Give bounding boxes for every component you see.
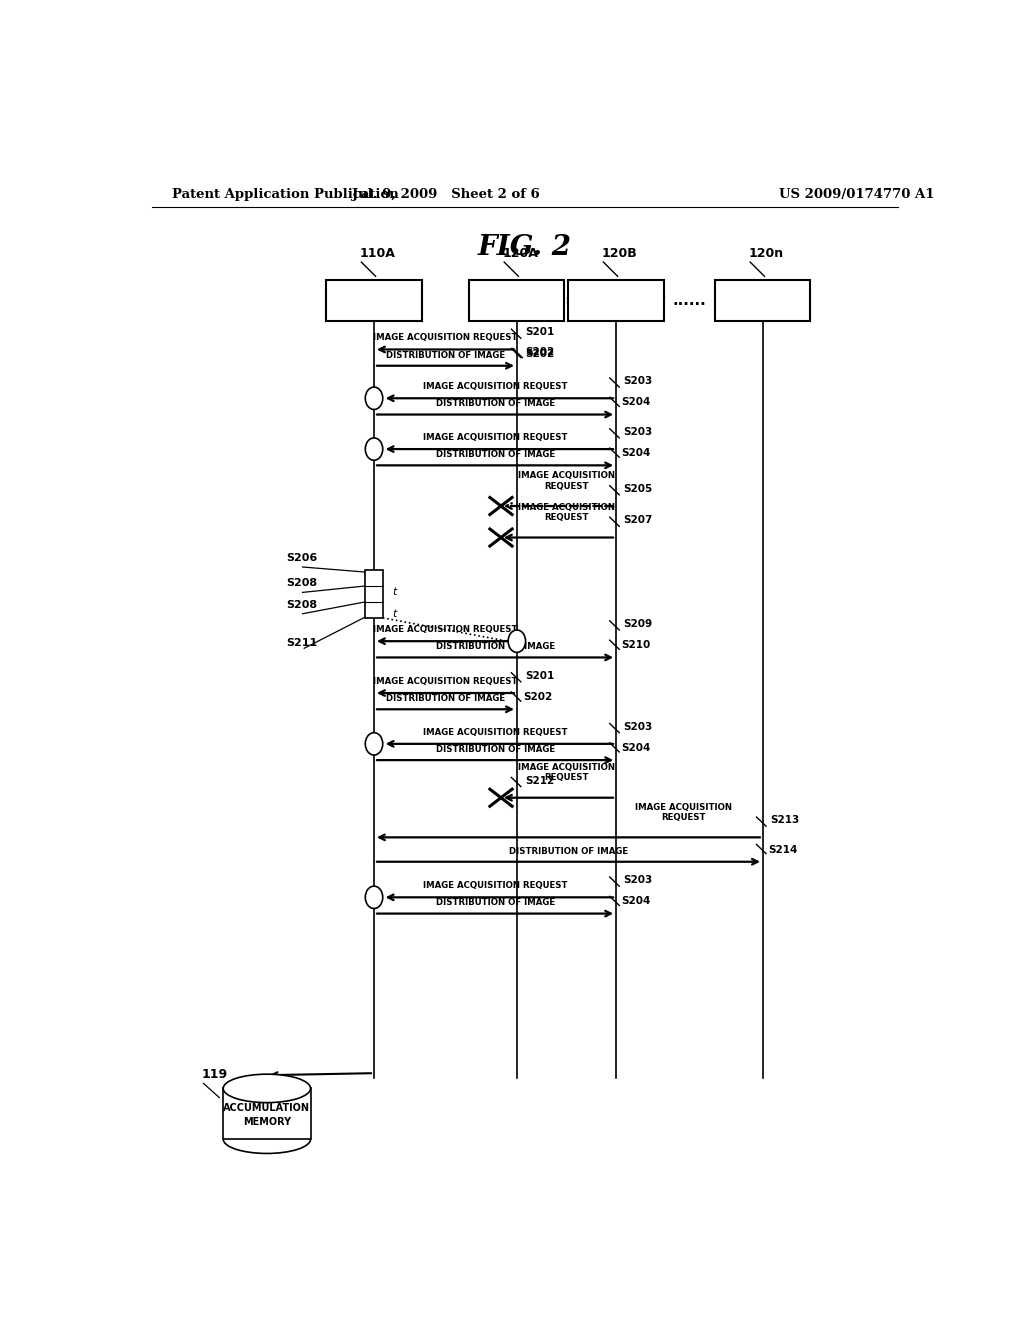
Text: IMAGE ACQUISITION
REQUEST: IMAGE ACQUISITION REQUEST <box>518 503 615 523</box>
Text: S203: S203 <box>624 875 652 886</box>
Text: S204: S204 <box>622 397 651 408</box>
Text: Nth CLIENT: Nth CLIENT <box>728 296 798 306</box>
Text: ACCUMULATION: ACCUMULATION <box>223 1102 310 1113</box>
Bar <box>366 570 383 618</box>
Text: S203: S203 <box>624 376 652 385</box>
Circle shape <box>366 387 383 409</box>
Bar <box>469 280 564 321</box>
Text: IMAGE ACQUISITION REQUEST: IMAGE ACQUISITION REQUEST <box>373 677 518 686</box>
Text: 120B: 120B <box>602 247 638 260</box>
Text: DISTRIBUTION OF IMAGE: DISTRIBUTION OF IMAGE <box>436 450 555 459</box>
Text: DISTRIBUTION OF IMAGE: DISTRIBUTION OF IMAGE <box>436 400 555 408</box>
Text: IMAGE ACQUISITION REQUEST: IMAGE ACQUISITION REQUEST <box>423 727 567 737</box>
Circle shape <box>508 630 525 652</box>
Text: DISTRIBUTION OF IMAGE: DISTRIBUTION OF IMAGE <box>386 351 505 359</box>
Text: 119: 119 <box>202 1068 228 1081</box>
Text: S207: S207 <box>624 515 652 525</box>
Text: Jul. 9, 2009   Sheet 2 of 6: Jul. 9, 2009 Sheet 2 of 6 <box>351 189 540 202</box>
Text: IMAGE ACQUISITION REQUEST: IMAGE ACQUISITION REQUEST <box>373 626 518 634</box>
Text: IMAGE ACQUISITION
REQUEST: IMAGE ACQUISITION REQUEST <box>635 803 732 822</box>
Text: 120A: 120A <box>503 247 539 260</box>
Text: S210: S210 <box>622 640 651 651</box>
Bar <box>327 280 422 321</box>
Text: IMAGE ACQUISITION
REQUEST: IMAGE ACQUISITION REQUEST <box>518 763 615 783</box>
Circle shape <box>366 733 383 755</box>
Text: S204: S204 <box>622 449 651 458</box>
Text: 120n: 120n <box>749 247 783 260</box>
Text: IMAGE ACQUISITION REQUEST: IMAGE ACQUISITION REQUEST <box>373 334 518 342</box>
Text: S202: S202 <box>524 347 554 356</box>
Text: S206: S206 <box>287 553 318 562</box>
Text: t: t <box>392 587 396 598</box>
Text: ......: ...... <box>673 293 707 308</box>
Text: IMAGE ACQUISITION REQUEST: IMAGE ACQUISITION REQUEST <box>423 383 567 391</box>
Text: S213: S213 <box>770 816 800 825</box>
Text: S208: S208 <box>287 599 317 610</box>
Text: US 2009/0174770 A1: US 2009/0174770 A1 <box>778 189 934 202</box>
Text: 110A: 110A <box>359 247 395 260</box>
Text: S201: S201 <box>524 671 554 681</box>
Text: S204: S204 <box>622 743 651 752</box>
Text: t: t <box>392 609 396 619</box>
Ellipse shape <box>223 1074 310 1102</box>
Circle shape <box>366 886 383 908</box>
Text: DISTRIBUTION OF IMAGE: DISTRIBUTION OF IMAGE <box>436 643 555 651</box>
Text: S203: S203 <box>624 722 652 731</box>
Bar <box>715 280 811 321</box>
Text: S212: S212 <box>524 776 554 785</box>
Text: SECOND CLIENT: SECOND CLIENT <box>566 296 666 306</box>
Text: FIRST CLIENT: FIRST CLIENT <box>475 296 558 306</box>
Text: MEMORY: MEMORY <box>243 1117 291 1127</box>
Text: IMAGE ACQUISITION REQUEST: IMAGE ACQUISITION REQUEST <box>423 882 567 890</box>
Text: S204: S204 <box>622 896 651 907</box>
Bar <box>568 280 664 321</box>
Text: S202: S202 <box>524 348 554 359</box>
Text: S203: S203 <box>624 426 652 437</box>
Circle shape <box>366 438 383 461</box>
Text: DISTRIBUTION OF IMAGE: DISTRIBUTION OF IMAGE <box>436 899 555 907</box>
Text: DISTRIBUTION OF IMAGE: DISTRIBUTION OF IMAGE <box>436 744 555 754</box>
Text: FIG. 2: FIG. 2 <box>478 235 571 261</box>
Text: S214: S214 <box>768 845 798 854</box>
Text: SERVER: SERVER <box>349 296 398 306</box>
Text: S202: S202 <box>523 692 553 702</box>
Text: DISTRIBUTION OF IMAGE: DISTRIBUTION OF IMAGE <box>386 694 505 704</box>
Text: Patent Application Publication: Patent Application Publication <box>172 189 398 202</box>
Text: DISTRIBUTION OF IMAGE: DISTRIBUTION OF IMAGE <box>509 846 628 855</box>
Text: S205: S205 <box>624 484 652 494</box>
Text: S209: S209 <box>624 619 652 630</box>
Bar <box>223 1089 310 1139</box>
Text: S201: S201 <box>524 327 554 338</box>
Text: S208: S208 <box>287 578 317 589</box>
Text: IMAGE ACQUISITION REQUEST: IMAGE ACQUISITION REQUEST <box>423 433 567 442</box>
Text: S211: S211 <box>287 639 318 648</box>
Text: IMAGE ACQUISITION
REQUEST: IMAGE ACQUISITION REQUEST <box>518 471 615 491</box>
